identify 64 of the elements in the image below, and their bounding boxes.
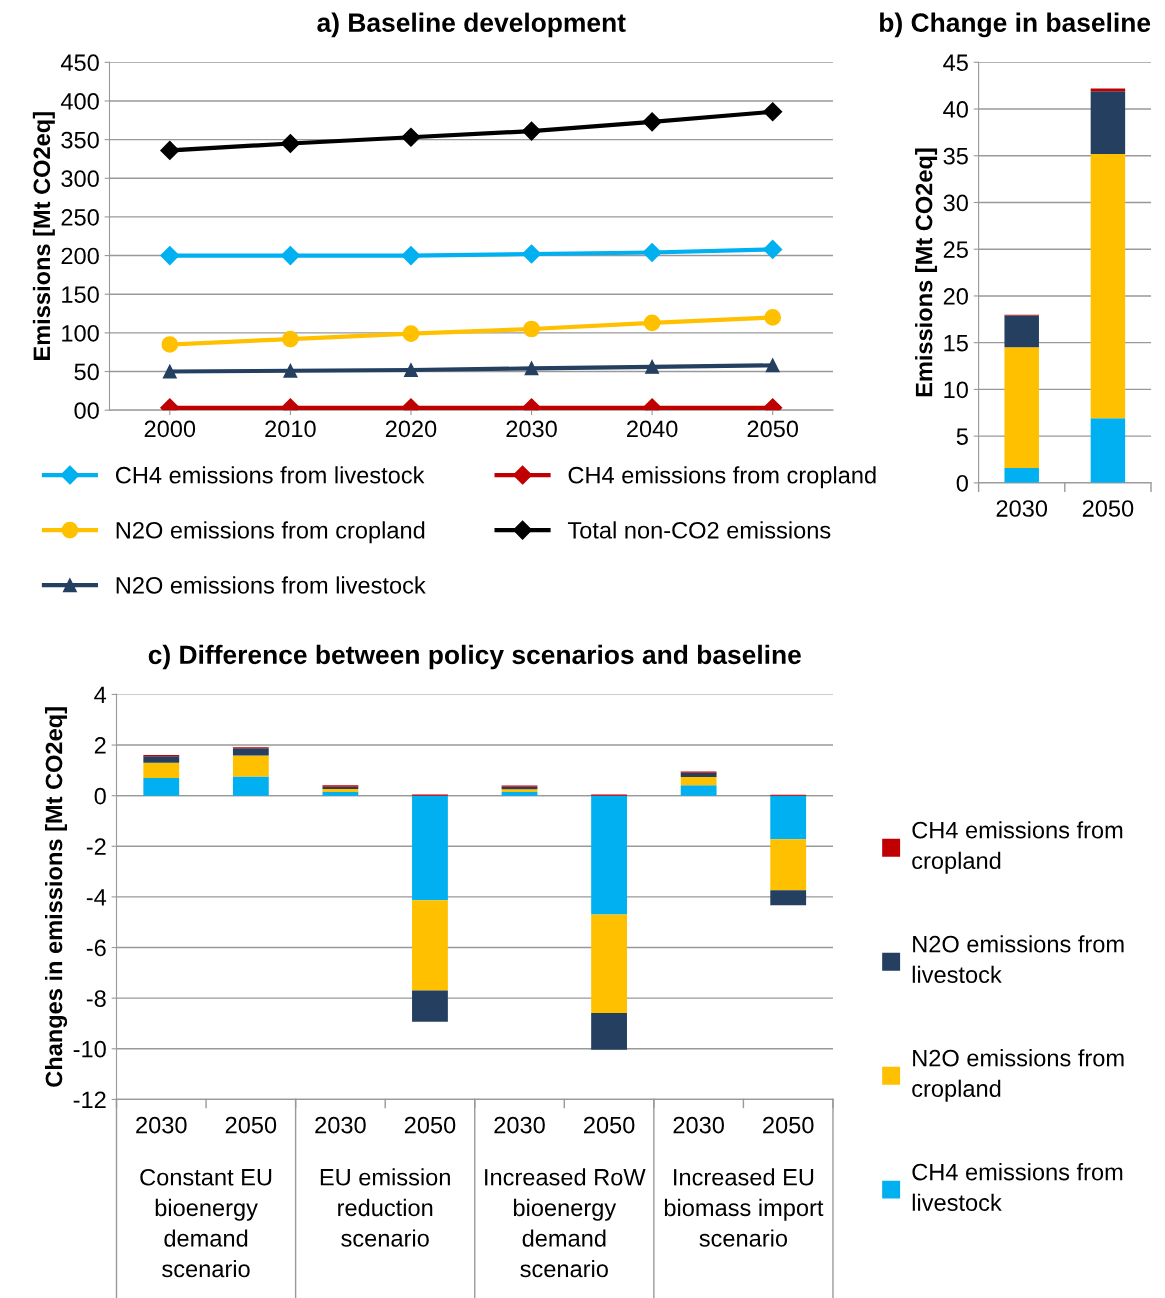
- x-tick-label: 2030: [136, 1116, 187, 1134]
- y-tick-label: 350: [61, 131, 99, 149]
- legend-label: CH4 emissions from livestock: [115, 466, 425, 484]
- y-tick-label: -4: [86, 889, 107, 906]
- legend-label: N2O emissions from cropland: [116, 521, 425, 544]
- y-tick-label: -2: [86, 838, 106, 855]
- x-tick-label: 2050: [763, 1116, 814, 1134]
- y-tick-label: 250: [61, 208, 99, 226]
- y-axis-title: Emissions [Mt CO2eq]: [915, 148, 938, 397]
- y-axis-title: Changes in emissions [Mt CO2eq]: [44, 707, 68, 1087]
- chart-title: c) Difference between policy scenarios and baseline: [148, 644, 801, 670]
- y-tick-label: 40: [943, 101, 968, 118]
- text: Increased EU biomass import scenario: [664, 1168, 824, 1247]
- y-tick-label: -6: [86, 939, 106, 957]
- legend-label: N2O emissions from cropland: [912, 1049, 1124, 1102]
- y-tick-label: 00: [74, 402, 99, 419]
- y-tick-label: 15: [944, 334, 968, 352]
- y-tick-label: 5: [956, 428, 968, 445]
- y-tick-label: 200: [61, 247, 99, 265]
- legend-label: CH4 emissions from cropland: [912, 821, 1123, 874]
- text: Increased RoW bioenergy demand scenario: [485, 1168, 646, 1278]
- y-tick-label: 300: [61, 170, 99, 188]
- x-tick-label: 2050: [404, 1116, 456, 1134]
- y-tick-label: 2: [94, 737, 106, 754]
- x-tick-label: 2000: [144, 420, 196, 438]
- y-tick-label: 450: [60, 54, 99, 72]
- x-tick-label: 2050: [1082, 500, 1134, 517]
- y-tick-label: -12: [73, 1091, 106, 1108]
- y-tick-label: 0: [94, 787, 106, 805]
- y-tick-label: -8: [86, 990, 106, 1007]
- x-tick-label: 2010: [265, 420, 316, 438]
- y-tick-label: 35: [943, 147, 968, 165]
- x-tick-label: 2040: [627, 420, 678, 438]
- y-tick-label: 10: [944, 381, 968, 399]
- x-tick-label: 2050: [225, 1116, 277, 1134]
- x-tick-label: 2030: [506, 420, 557, 438]
- y-tick-label: 20: [943, 288, 968, 305]
- legend-label: CH4 emissions from cropland: [568, 466, 876, 489]
- y-tick-label: 4: [94, 686, 107, 703]
- y-tick-label: 150: [62, 286, 99, 303]
- text: Constant EU bioenergy demand scenario: [140, 1168, 272, 1278]
- chart-title: a) Baseline development: [317, 12, 626, 38]
- y-tick-label: 45: [943, 54, 968, 72]
- y-axis-title: Emissions [Mt CO2eq]: [32, 112, 55, 360]
- y-tick-label: 100: [62, 324, 99, 342]
- legend-label: Total non-CO2 emissions: [567, 521, 831, 539]
- x-tick-label: 2050: [747, 420, 799, 438]
- y-tick-label: 50: [74, 363, 99, 381]
- x-tick-label: 2050: [584, 1116, 635, 1134]
- y-tick-label: 0: [956, 474, 968, 492]
- y-tick-label: -10: [73, 1040, 106, 1058]
- legend-label: CH4 emissions from livestock: [912, 1163, 1123, 1211]
- x-tick-label: 2020: [385, 420, 437, 438]
- legend-label: N2O emissions from livestock: [116, 576, 426, 594]
- x-tick-label: 2030: [673, 1116, 724, 1134]
- chart-title: b) Change in baseline: [880, 12, 1151, 38]
- x-tick-label: 2030: [494, 1116, 545, 1134]
- y-tick-label: 30: [943, 194, 968, 212]
- x-tick-label: 2030: [315, 1116, 366, 1134]
- legend-label: N2O emissions from livestock: [912, 935, 1124, 984]
- x-tick-label: 2030: [996, 500, 1048, 517]
- y-tick-label: 25: [943, 241, 968, 258]
- text: EU emission reduction scenario: [320, 1168, 450, 1247]
- y-tick-label: 400: [60, 93, 99, 110]
